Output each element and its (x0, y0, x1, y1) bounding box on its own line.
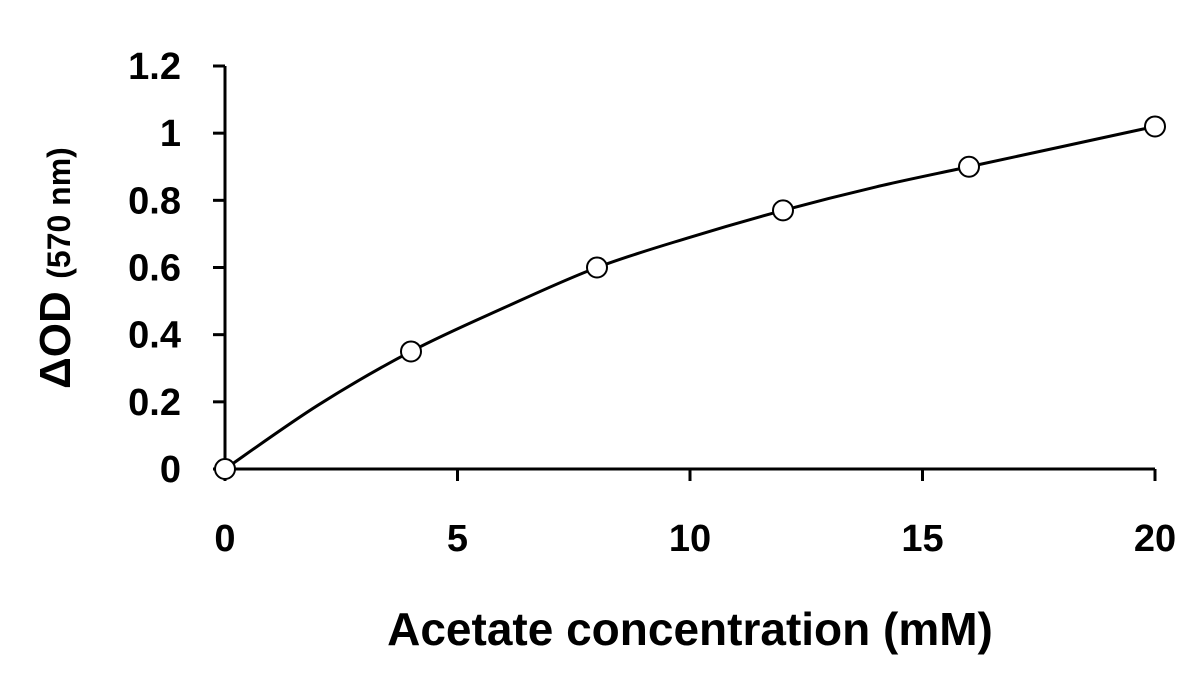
y-tick-label: 0.6 (128, 248, 181, 290)
y-tick-label: 0 (160, 449, 181, 491)
x-tick-label: 0 (214, 518, 235, 560)
y-tick-label: 0.8 (128, 180, 181, 222)
y-tick-label: 0.2 (128, 382, 181, 424)
data-point-marker (586, 256, 608, 279)
y-axis-title: ΔOD (570 nm) (31, 147, 80, 389)
fit-curve-line (224, 124, 1156, 471)
data-point-marker (400, 340, 422, 363)
data-point-marker (1144, 115, 1166, 138)
y-tick-label: 0.4 (128, 315, 181, 357)
y-axis-title-sub: (570 nm) (41, 147, 77, 279)
y-axis-ticks: 0 0.2 0.4 0.6 0.8 1 1.2 (128, 46, 225, 491)
x-tick-label: 20 (1134, 518, 1176, 560)
y-tick-label: 1.2 (128, 46, 181, 88)
data-point-marker (772, 199, 794, 222)
x-axis-ticks: 0 5 10 15 20 (214, 469, 1176, 560)
x-axis-title: Acetate concentration (mM) (387, 603, 993, 655)
data-point-marker (214, 458, 236, 480)
data-markers (214, 115, 1166, 480)
y-axis-title-main: ΔOD (31, 291, 80, 389)
x-tick-label: 10 (669, 518, 711, 560)
data-point-marker (958, 155, 980, 178)
x-tick-label: 15 (901, 518, 943, 560)
y-tick-label: 1 (160, 113, 181, 155)
x-tick-label: 5 (447, 518, 468, 560)
